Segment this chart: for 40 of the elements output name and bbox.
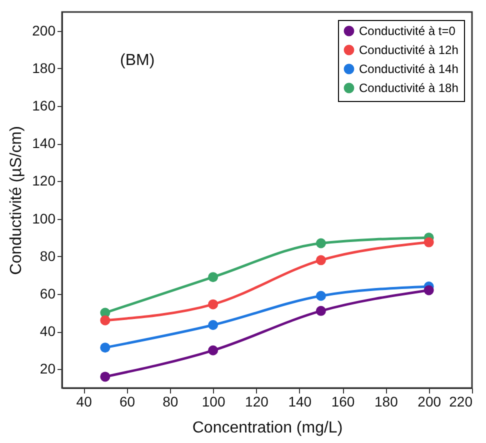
y-tick-label: 60 — [40, 286, 56, 302]
y-axis-title: Conductivité (µS/cm) — [8, 126, 26, 275]
x-tick-label: 180 — [374, 394, 398, 410]
y-tick-label: 40 — [40, 323, 56, 340]
legend-label: Conductivité à t=0 — [359, 24, 456, 38]
point — [424, 285, 434, 296]
y-tick-label: 120 — [32, 172, 56, 189]
point — [100, 372, 110, 382]
point — [316, 290, 326, 301]
y-tick-label: 160 — [32, 98, 56, 114]
point — [208, 272, 218, 282]
point — [100, 342, 110, 353]
x-tick-label: 120 — [245, 394, 269, 410]
y-tick-label: 20 — [40, 360, 56, 377]
x-tick-label: 160 — [331, 394, 355, 410]
point — [316, 238, 326, 248]
point — [424, 237, 434, 248]
x-tick-label: 140 — [288, 394, 312, 410]
legend-label: Conductivité à 14h — [359, 62, 458, 76]
x-axis-title: Concentration (mg/L) — [192, 420, 343, 436]
x-tick-label: 40 — [76, 394, 92, 410]
x-tick-label: 80 — [162, 394, 178, 410]
point — [208, 345, 218, 356]
legend-label: Conductivité à 12h — [359, 43, 458, 57]
y-tick-label: 80 — [40, 248, 56, 264]
x-tick-label: 100 — [202, 394, 226, 410]
point — [100, 315, 110, 326]
point — [316, 255, 326, 266]
x-tick-label: 220 — [449, 394, 473, 410]
point — [208, 320, 218, 330]
point — [208, 299, 218, 310]
x-tick-label: 200 — [418, 394, 442, 410]
y-tick-label: 180 — [32, 60, 56, 76]
legend-label: Conductivité à 18h — [359, 81, 458, 95]
x-tick-label: 60 — [119, 394, 136, 410]
y-tick-label: 200 — [32, 22, 56, 38]
y-tick-label: 140 — [32, 135, 56, 152]
point — [316, 306, 326, 316]
y-tick-label: 100 — [32, 210, 56, 226]
annotation: (BM) — [120, 52, 155, 69]
